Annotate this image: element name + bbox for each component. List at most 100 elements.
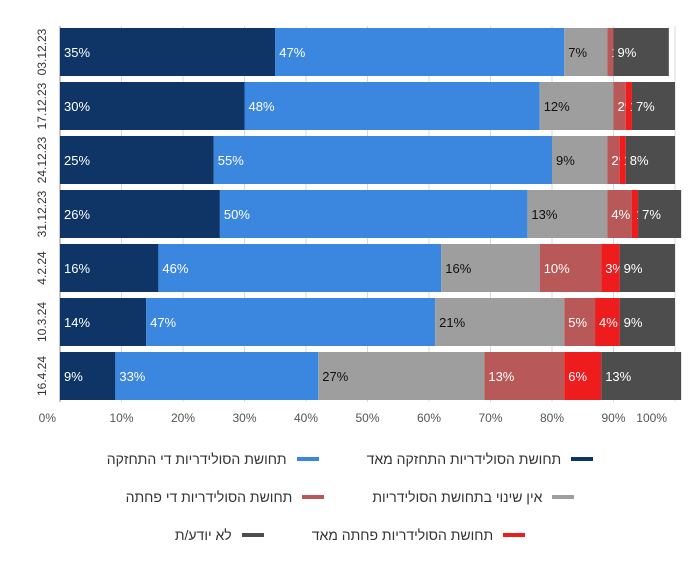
data-label: 9% <box>624 261 643 276</box>
bar-segment <box>484 352 565 400</box>
bar-segment <box>60 28 276 76</box>
legend-label: תחושת הסולידריות התחזקה מאד <box>366 451 562 467</box>
data-label: 50% <box>224 207 250 222</box>
bar-segment <box>539 82 614 130</box>
bar-segment <box>619 136 626 184</box>
bar-segment <box>158 244 442 292</box>
legend-item-somewhat-strengthened: תחושת הסולידריות די התחזקה <box>107 451 319 467</box>
legend-swatch <box>302 495 325 499</box>
bar-segment <box>60 244 159 292</box>
bar-segment <box>625 82 632 130</box>
bar-segment <box>601 352 682 400</box>
data-label: 46% <box>162 261 188 276</box>
legend-label: לא יודע/ת <box>174 527 232 543</box>
bar-segment <box>60 352 116 400</box>
bar-segment <box>60 190 220 238</box>
legend-item-strengthened-a-lot: תחושת הסולידריות התחזקה מאד <box>367 451 594 467</box>
bar-segment <box>625 136 675 184</box>
legend-item-decreased-a-lot: תחושת הסולידריות פחתה מאד <box>311 527 526 543</box>
legend-label: תחושת הסולידריות די פחתה <box>125 489 293 505</box>
bar-segment <box>613 28 669 76</box>
legend-swatch <box>503 533 526 537</box>
x-tick-label: 40% <box>294 411 318 425</box>
legend-item-no-change: אין שינוי בתחושת הסולידריות <box>372 489 575 505</box>
bar-segment <box>219 190 528 238</box>
legend-swatch <box>571 457 594 461</box>
data-label: 12% <box>544 99 570 114</box>
data-label: 30% <box>64 99 90 114</box>
bar-segment <box>552 136 608 184</box>
bar-segment <box>244 82 540 130</box>
legend-label: תחושת הסולידריות פחתה מאד <box>311 527 494 543</box>
legend-swatch <box>552 495 575 499</box>
legend-item-dont-know: לא יודע/ת <box>175 527 264 543</box>
legend-row: תחושת הסולידריות פחתה מאד לא יודע/ת <box>0 516 700 554</box>
data-label: 7% <box>642 207 661 222</box>
x-tick-label: 80% <box>540 411 564 425</box>
bar-segment <box>564 28 608 76</box>
x-tick-label: 0% <box>39 411 57 425</box>
data-label: 33% <box>119 369 145 384</box>
x-tick-label: 20% <box>171 411 195 425</box>
data-label: 10% <box>544 261 570 276</box>
category-label: 10.3.24 <box>35 302 49 342</box>
data-label: 13% <box>605 369 631 384</box>
legend-item-somewhat-decreased: תחושת הסולידריות די פחתה <box>126 489 325 505</box>
bar-segment <box>564 352 602 400</box>
data-label: 27% <box>322 369 348 384</box>
category-label: 24.12.23 <box>35 136 49 183</box>
data-label: 9% <box>64 369 83 384</box>
bar-segment <box>607 28 614 76</box>
bar-segment <box>115 352 319 400</box>
bar-segment <box>631 190 639 238</box>
bar-segment <box>527 190 608 238</box>
bar-segment <box>619 244 675 292</box>
bar-segment <box>595 298 620 346</box>
bar-segment <box>213 136 552 184</box>
data-label: 4% <box>599 315 618 330</box>
data-label: 7% <box>636 99 655 114</box>
category-label: 03.12.23 <box>35 28 49 75</box>
bar-segment <box>441 244 540 292</box>
data-label: 16% <box>64 261 90 276</box>
legend-label: תחושת הסולידריות די התחזקה <box>106 451 287 467</box>
bar-segment <box>60 136 214 184</box>
data-label: 8% <box>630 153 649 168</box>
bar-segment <box>607 190 632 238</box>
data-label: 9% <box>624 315 643 330</box>
data-label: 35% <box>64 45 90 60</box>
legend-row: אין שינוי בתחושת הסולידריות תחושת הסוליד… <box>0 478 700 516</box>
bar-segment <box>146 298 436 346</box>
data-label: 48% <box>249 99 275 114</box>
legend: תחושת הסולידריות התחזקה מאד תחושת הסוליד… <box>0 440 700 554</box>
data-label: 14% <box>64 315 90 330</box>
data-label: 13% <box>488 369 514 384</box>
data-label: 7% <box>568 45 587 60</box>
data-label: 16% <box>445 261 471 276</box>
data-label: 3% <box>605 261 624 276</box>
legend-row: תחושת הסולידריות התחזקה מאד תחושת הסוליד… <box>0 440 700 478</box>
category-label: 4.2.24 <box>35 251 49 285</box>
data-label: 4% <box>611 207 630 222</box>
data-label: 47% <box>279 45 305 60</box>
data-label: 25% <box>64 153 90 168</box>
data-label: 21% <box>439 315 465 330</box>
data-label: 55% <box>218 153 244 168</box>
legend-swatch <box>296 457 319 461</box>
data-label: 5% <box>568 315 587 330</box>
bar-segment <box>539 244 602 292</box>
bar-segment <box>638 190 682 238</box>
data-label: 47% <box>150 315 176 330</box>
category-label: 31.12.23 <box>35 190 49 237</box>
x-tick-label: 50% <box>355 411 379 425</box>
data-label: 26% <box>64 207 90 222</box>
bar-segment <box>613 82 626 130</box>
legend-swatch <box>241 533 264 537</box>
x-tick-label: 90% <box>601 411 625 425</box>
bar-segment <box>318 352 485 400</box>
category-label: 16.4.24 <box>35 356 49 396</box>
data-label: 9% <box>556 153 575 168</box>
x-tick-label: 70% <box>478 411 502 425</box>
bar-segment <box>631 82 675 130</box>
data-label: 13% <box>531 207 557 222</box>
